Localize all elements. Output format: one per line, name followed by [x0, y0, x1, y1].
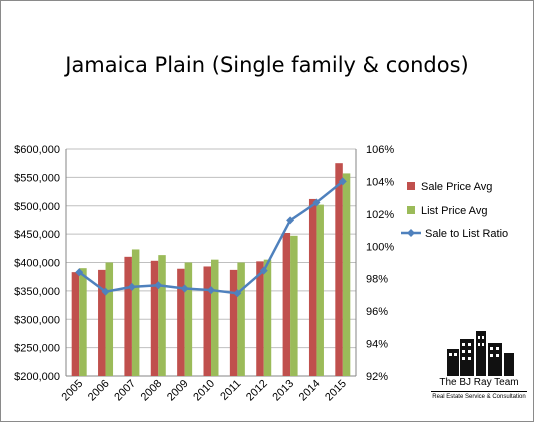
bar-list-price-avg [211, 259, 219, 376]
team-logo: The BJ Ray Team Real Estate Service & Co… [429, 331, 529, 406]
ratio-point [207, 286, 215, 295]
ratio-point [127, 282, 136, 291]
y-right-tick-label: 94% [366, 339, 388, 351]
x-tick-label: 2006 [86, 378, 112, 404]
x-tick-label: 2010 [191, 378, 217, 404]
bar-list-price-avg [342, 173, 351, 376]
ratio-point [180, 284, 189, 293]
bar-list-price-avg [316, 204, 324, 376]
y-left-tick-label: $600,000 [14, 144, 60, 156]
y-left-tick-label: $400,000 [14, 258, 60, 270]
ratio-point [312, 198, 321, 207]
bar-list-price-avg [290, 235, 298, 376]
legend-label: Sale Price Avg [421, 181, 492, 193]
x-tick-label: 2005 [60, 378, 86, 404]
bar-list-price-avg [158, 255, 166, 376]
y-left-tick-label: $450,000 [14, 229, 60, 241]
ratio-point [259, 266, 268, 275]
bar-sale-price-avg [124, 256, 132, 376]
bar-list-price-avg [79, 268, 87, 376]
ratio-point [101, 287, 110, 296]
ratio-point [154, 281, 163, 290]
ratio-point [338, 177, 347, 186]
logo-name: The BJ Ray Team [439, 377, 519, 388]
bar-sale-price-avg [177, 268, 185, 376]
bar-sale-price-avg [203, 266, 211, 376]
x-tick-label: 2007 [112, 378, 138, 404]
bar-list-price-avg [131, 249, 140, 376]
bar-sale-price-avg [150, 260, 159, 376]
x-tick-label: 2008 [139, 378, 165, 404]
skyline-icon [447, 331, 514, 376]
bar-sale-price-avg [98, 269, 106, 376]
bar-sale-price-avg [229, 269, 238, 376]
y-left-tick-label: $500,000 [14, 201, 60, 213]
chart-title: Jamaica Plain (Single family & condos) [65, 53, 469, 77]
legend-swatch [407, 182, 415, 190]
y-left-tick-label: $250,000 [14, 343, 60, 355]
ratio-point [233, 289, 242, 298]
x-tick-label: 2014 [297, 378, 323, 404]
y-right-tick-label: 100% [366, 241, 394, 253]
y-right-tick-label: 92% [366, 371, 388, 383]
y-right-tick-label: 106% [366, 144, 394, 156]
y-left-tick-label: $300,000 [14, 314, 60, 326]
bar-list-price-avg [184, 262, 193, 376]
x-tick-label: 2011 [218, 378, 243, 403]
ratio-point [75, 268, 84, 277]
y-left-tick-label: $350,000 [14, 286, 60, 298]
bar-sale-price-avg [335, 163, 343, 376]
y-right-tick-label: 98% [366, 274, 388, 286]
bar-list-price-avg [237, 262, 245, 376]
y-left-tick-label: $200,000 [14, 371, 60, 383]
bar-sale-price-avg [71, 272, 80, 376]
x-tick-label: 2012 [244, 378, 270, 404]
y-right-tick-label: 96% [366, 306, 388, 318]
bar-sale-price-avg [308, 198, 317, 376]
x-tick-label: 2013 [270, 378, 296, 404]
bar-sale-price-avg [256, 261, 264, 376]
y-right-tick-label: 104% [366, 176, 394, 188]
bar-list-price-avg [105, 262, 114, 376]
legend-swatch [407, 206, 415, 214]
y-left-tick-label: $550,000 [14, 172, 60, 184]
logo-tagline: Real Estate Service & Consultation [431, 391, 527, 400]
bar-list-price-avg [263, 259, 272, 376]
y-right-tick-label: 102% [366, 209, 394, 221]
x-tick-label: 2009 [165, 378, 191, 404]
bar-sale-price-avg [282, 232, 291, 376]
ratio-point [286, 216, 295, 225]
legend-label: Sale to List Ratio [425, 228, 508, 240]
x-tick-label: 2015 [323, 378, 349, 404]
legend-label: List Price Avg [421, 205, 487, 217]
legend-marker [407, 229, 415, 237]
